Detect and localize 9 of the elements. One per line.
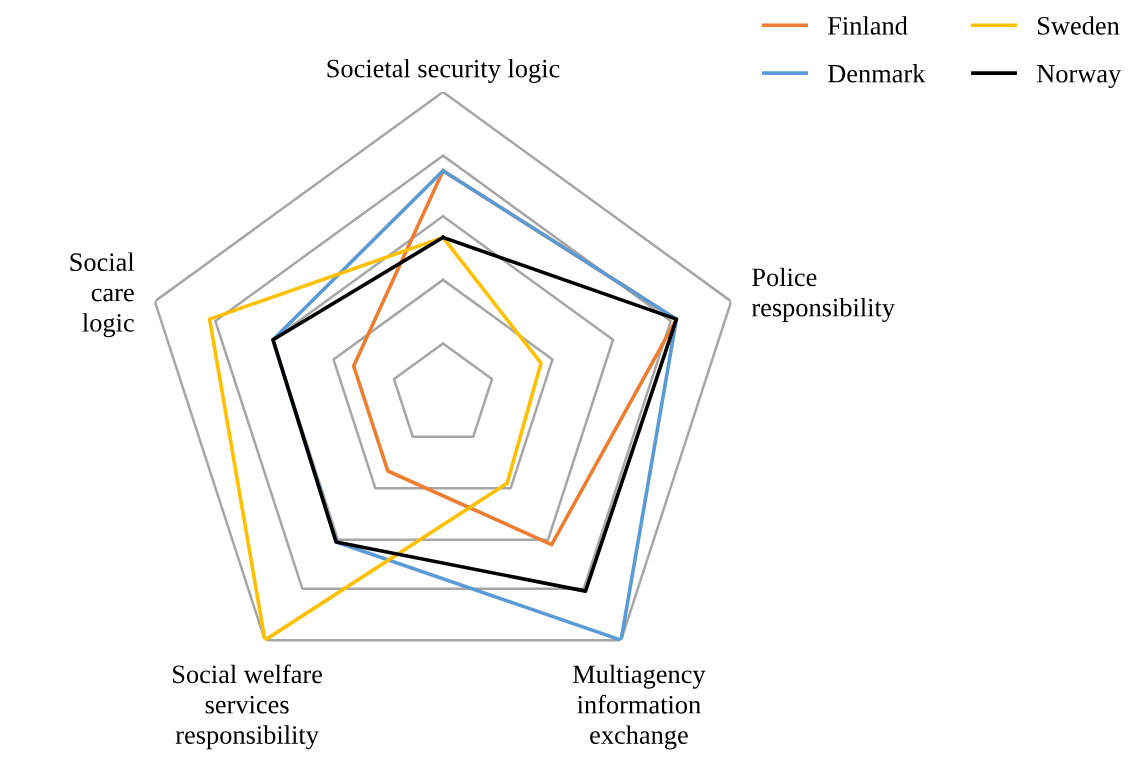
legend-label: Norway: [1037, 65, 1122, 89]
spoke-label: Societal security logic: [327, 58, 560, 83]
spoke-label: Police responsibility: [751, 267, 895, 322]
spoke-label: Social care logic: [70, 252, 135, 338]
legend-label: Sweden: [1038, 16, 1120, 35]
spoke-label: Multiagency information exchange: [572, 664, 706, 750]
spoke-label: Social welfare services responsibility: [173, 664, 323, 750]
legend-label: Denmark: [827, 64, 926, 83]
legend-label: Finland: [827, 16, 908, 35]
